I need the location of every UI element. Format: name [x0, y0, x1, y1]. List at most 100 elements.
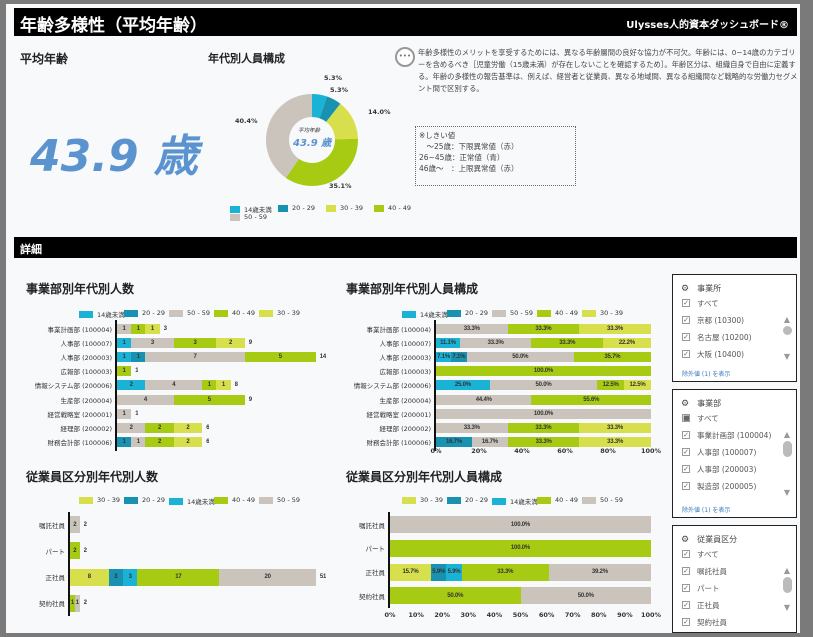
scroll-up-icon[interactable]: ▲ — [783, 315, 791, 324]
donut-slice[interactable] — [312, 94, 328, 119]
bar-segment[interactable]: 3 — [108, 568, 123, 586]
bar-segment[interactable]: 25.0% — [436, 380, 490, 391]
checkbox[interactable]: ✓ — [682, 550, 690, 558]
bar-segment[interactable]: 100.0% — [390, 539, 651, 557]
bar-segment[interactable]: 33.3% — [531, 338, 604, 349]
bar-segment[interactable]: 2 — [173, 436, 203, 447]
bar-segment[interactable]: 33.3% — [579, 324, 651, 334]
bar-segment[interactable]: 33.3% — [461, 563, 549, 581]
bar-segment[interactable]: 5 — [244, 352, 316, 363]
bar-segment[interactable]: 2 — [216, 338, 245, 349]
bar-segment[interactable]: 100.0% — [436, 366, 651, 377]
bar-segment[interactable]: 2 — [145, 436, 174, 447]
donut-slice[interactable] — [285, 138, 358, 187]
donut-slice[interactable] — [326, 103, 358, 140]
bar-segment[interactable]: 1 — [131, 352, 146, 363]
bar-segment[interactable]: 2 — [145, 422, 174, 433]
bar-segment[interactable]: 33.3% — [579, 436, 651, 447]
checkbox[interactable]: ✓ — [682, 299, 690, 307]
bar-segment[interactable]: 1 — [131, 324, 146, 334]
bar-segment[interactable]: 5.9% — [430, 563, 447, 581]
bar-segment[interactable]: 50.0% — [489, 380, 598, 391]
bar-segment[interactable]: 1 — [117, 352, 132, 363]
bar-segment[interactable]: 5 — [173, 394, 245, 405]
bar-segment[interactable]: 2 — [70, 516, 80, 533]
bar-segment[interactable]: 33.3% — [579, 422, 651, 433]
bar-segment[interactable]: 1 — [70, 594, 75, 612]
bar-segment[interactable]: 17 — [137, 568, 220, 586]
bar-segment[interactable]: 35.7% — [574, 352, 651, 363]
bar-segment[interactable]: 2 — [173, 422, 203, 433]
donut-slice[interactable] — [266, 94, 312, 178]
bar-segment[interactable]: 33.3% — [436, 422, 508, 433]
bar-segment[interactable]: 7.1% — [451, 352, 467, 363]
bar-segment[interactable]: 15.7% — [390, 563, 431, 581]
bar-segment[interactable]: 7 — [145, 352, 245, 363]
bar-segment[interactable]: 16.7% — [436, 436, 472, 447]
bar-segment[interactable]: 50.0% — [390, 587, 521, 605]
bar-segment[interactable]: 12.5% — [597, 380, 625, 391]
show-excluded-link[interactable]: 除外値 (1) を表示 — [682, 505, 792, 514]
checkbox[interactable]: ✓ — [682, 618, 690, 626]
bar-segment[interactable]: 1 — [117, 436, 132, 447]
filter-option[interactable]: ✓ 人事部 (100007) — [682, 447, 796, 457]
bar-segment[interactable]: 1 — [216, 380, 231, 391]
filter-option-all[interactable]: ✓ すべて — [682, 298, 796, 308]
bar-segment[interactable]: 1 — [145, 324, 160, 334]
filter-option[interactable]: ✓ 大阪 (10400) — [682, 349, 796, 359]
bar-segment[interactable]: 12.5% — [624, 380, 651, 391]
bar-segment[interactable]: 44.4% — [436, 394, 532, 405]
bar-segment[interactable]: 1 — [117, 324, 132, 334]
bar-segment[interactable]: 2 — [70, 542, 80, 560]
bar-segment[interactable]: 1 — [74, 594, 80, 612]
bar-segment[interactable]: 1 — [117, 366, 132, 377]
filter-option[interactable]: ✓ 名古屋 (10200) — [682, 332, 796, 342]
bar-segment[interactable]: 4 — [117, 394, 174, 405]
checkbox[interactable]: ✓ — [682, 482, 690, 490]
bar-segment[interactable]: 3 — [173, 338, 217, 349]
scroll-down-icon[interactable]: ▼ — [783, 488, 791, 497]
bar-segment[interactable]: 16.7% — [471, 436, 508, 447]
scrollbar-thumb[interactable] — [782, 326, 792, 335]
filter-option-all[interactable]: ✓ すべて — [682, 549, 796, 559]
bar-segment[interactable]: 20 — [219, 568, 316, 586]
scrollbar[interactable]: ▲ ▼ — [782, 430, 792, 497]
bar-segment[interactable]: 33.3% — [459, 338, 532, 349]
bar-segment[interactable]: 33.3% — [436, 324, 508, 334]
scrollbar[interactable]: ▲ ▼ — [782, 566, 792, 612]
checkbox[interactable]: ✓ — [682, 465, 690, 473]
filter-option[interactable]: ✓ 契約社員 — [682, 617, 796, 627]
bar-segment[interactable]: 55.6% — [531, 394, 651, 405]
filter-option[interactable]: ✓ 事業計画部 (100004) — [682, 430, 796, 440]
bar-segment[interactable]: 100.0% — [390, 516, 651, 533]
filter-option-all[interactable]: ■ すべて — [682, 413, 796, 423]
bar-segment[interactable]: 1 — [117, 408, 132, 419]
checkbox[interactable]: ✓ — [682, 584, 690, 592]
scrollbar-thumb[interactable] — [782, 577, 792, 593]
bar-segment[interactable]: 3 — [123, 568, 138, 586]
bar-segment[interactable]: 1 — [117, 338, 132, 349]
bar-segment[interactable]: 33.3% — [507, 422, 580, 433]
scroll-up-icon[interactable]: ▲ — [783, 566, 791, 575]
bar-segment[interactable]: 4 — [145, 380, 203, 391]
bar-segment[interactable]: 50.0% — [466, 352, 575, 363]
bar-segment[interactable]: 2 — [117, 380, 146, 391]
checkbox[interactable]: ✓ — [682, 601, 690, 609]
filter-option[interactable]: ✓ 製造部 (200005) — [682, 481, 796, 491]
checkbox[interactable]: ✓ — [682, 567, 690, 575]
checkbox[interactable]: ✓ — [682, 333, 690, 341]
filter-option[interactable]: ✓ 嘱託社員 — [682, 566, 796, 576]
bar-segment[interactable]: 100.0% — [436, 408, 651, 419]
scrollbar-thumb[interactable] — [782, 441, 792, 457]
bar-segment[interactable]: 3 — [131, 338, 174, 349]
filter-option[interactable]: ✓ 京都 (10300) — [682, 315, 796, 325]
filter-option[interactable]: ✓ 正社員 — [682, 600, 796, 610]
scroll-up-icon[interactable]: ▲ — [783, 430, 791, 439]
show-excluded-link[interactable]: 除外値 (1) を表示 — [682, 369, 792, 378]
filter-option[interactable]: ✓ 人事部 (200003) — [682, 464, 796, 474]
bar-segment[interactable]: 1 — [202, 380, 217, 391]
checkbox[interactable]: ✓ — [682, 316, 690, 324]
donut-slice[interactable] — [319, 96, 341, 122]
bar-segment[interactable]: 2 — [117, 422, 146, 433]
bar-segment[interactable]: 22.2% — [603, 338, 651, 349]
